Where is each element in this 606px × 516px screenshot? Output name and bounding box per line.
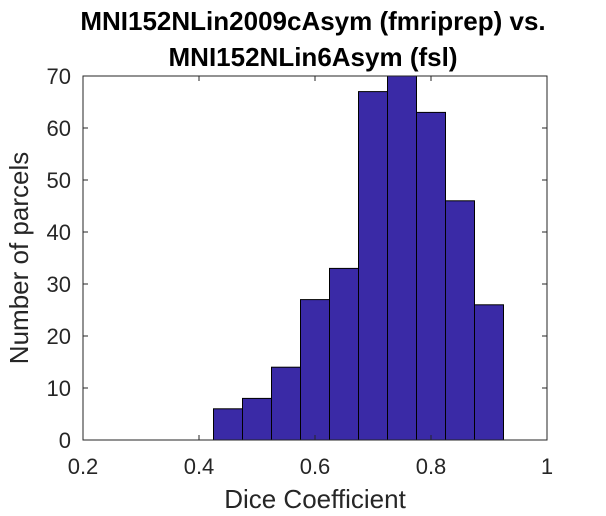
- y-tick-label-3: 30: [47, 272, 71, 297]
- y-tick-label-4: 40: [47, 220, 71, 245]
- chart-title-line-1: MNI152NLin2009cAsym (fmriprep) vs.: [80, 6, 545, 36]
- y-tick-label-7: 70: [47, 64, 71, 89]
- x-tick-label-0: 0.2: [68, 454, 99, 479]
- y-axis-label: Number of parcels: [4, 152, 34, 364]
- x-tick-label-4: 1: [541, 454, 553, 479]
- y-tick-label-1: 10: [47, 376, 71, 401]
- histogram-bar-9: [474, 304, 504, 441]
- y-tick-label-5: 50: [47, 168, 71, 193]
- histogram-bar-5: [358, 91, 388, 441]
- chart-title-line-2: MNI152NLin6Asym (fsl): [169, 42, 458, 72]
- x-tick-label-3: 0.8: [416, 454, 447, 479]
- y-tick-label-0: 0: [59, 428, 71, 453]
- histogram-bar-1: [242, 397, 272, 441]
- y-tick-label-6: 60: [47, 116, 71, 141]
- histogram-bar-3: [300, 299, 330, 441]
- histogram-bar-7: [416, 111, 446, 441]
- y-tick-label-2: 20: [47, 324, 71, 349]
- histogram-bar-0: [213, 408, 243, 441]
- x-tick-label-2: 0.6: [300, 454, 331, 479]
- x-axis-label: Dice Coefficient: [224, 484, 406, 514]
- histogram-bar-4: [329, 267, 359, 441]
- bars-group: [213, 75, 504, 441]
- x-tick-label-1: 0.4: [184, 454, 215, 479]
- histogram-bar-6: [387, 75, 417, 441]
- histogram-bar-2: [271, 366, 301, 441]
- histogram-bar-8: [445, 200, 475, 441]
